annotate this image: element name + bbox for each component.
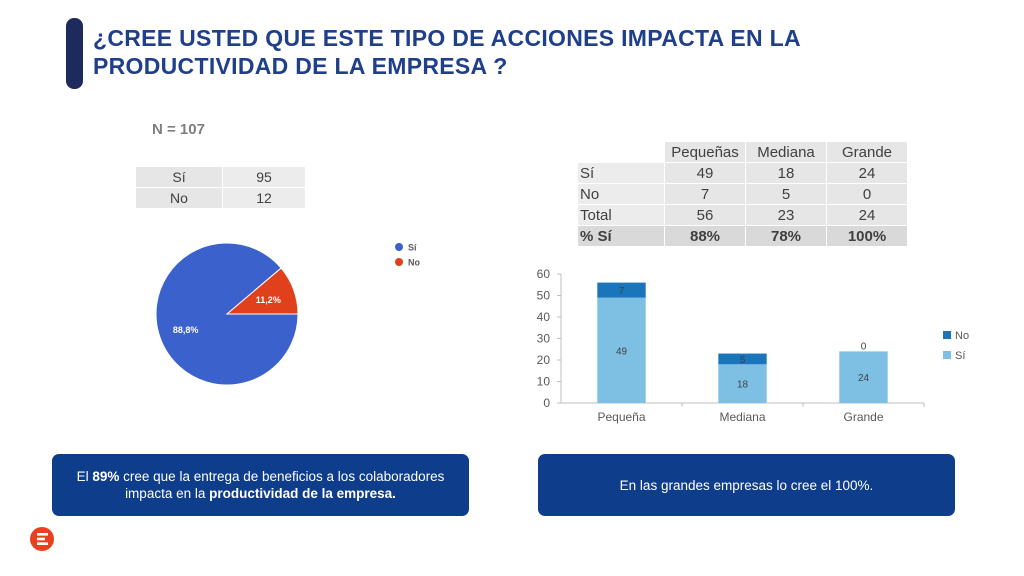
pie-data-label: 88,8% bbox=[173, 325, 199, 335]
table-cell: 95 bbox=[222, 167, 305, 188]
callout-right-text: En las grandes empresas lo cree el 100%. bbox=[619, 477, 874, 493]
table-cell: 56 bbox=[664, 204, 746, 226]
legend-marker bbox=[943, 331, 951, 339]
callout-highlight: productividad de la empresa. bbox=[209, 486, 396, 501]
table-header-cell: Pequeñas bbox=[664, 141, 746, 163]
y-tick-label: 0 bbox=[543, 396, 550, 410]
bar-no bbox=[718, 353, 767, 365]
callout-left-text: El 89% cree que la entrega de beneficios… bbox=[66, 468, 455, 502]
bar-si bbox=[597, 297, 646, 403]
table-cell: 88% bbox=[664, 225, 746, 247]
bar-data-label: 18 bbox=[737, 380, 749, 391]
table-cell: 7 bbox=[664, 183, 746, 205]
y-tick-label: 10 bbox=[537, 375, 551, 389]
bar-data-label: 5 bbox=[740, 355, 746, 366]
callout-left: El 89% cree que la entrega de beneficios… bbox=[52, 454, 469, 516]
table-row: No 7 5 0 bbox=[577, 183, 908, 205]
callout-right: En las grandes empresas lo cree el 100%. bbox=[538, 454, 955, 516]
pie-data-label: 11,2% bbox=[256, 295, 281, 305]
table-row: Sí 95 bbox=[136, 167, 305, 188]
y-tick-label: 30 bbox=[537, 332, 551, 346]
callout-text: cree que la entrega de beneficios a los … bbox=[119, 469, 445, 501]
legend-marker bbox=[395, 243, 403, 251]
x-tick-label: Pequeña bbox=[597, 410, 645, 424]
table-cell: Sí bbox=[577, 162, 665, 184]
table-cell: 5 bbox=[745, 183, 827, 205]
bar-si bbox=[839, 351, 888, 403]
callout-highlight: 89% bbox=[92, 469, 120, 484]
x-tick-label: Grande bbox=[843, 410, 883, 424]
page-title: ¿CREE USTED QUE ESTE TIPO DE ACCIONES IM… bbox=[93, 25, 801, 79]
table-cell: No bbox=[577, 183, 665, 205]
table-row: % Sí 88% 78% 100% bbox=[577, 225, 908, 247]
legend-label: No bbox=[408, 258, 420, 268]
bar-data-label: 7 bbox=[619, 286, 625, 297]
bar-si bbox=[718, 364, 767, 403]
table-cell: No bbox=[136, 187, 223, 209]
summary-table: Sí 95 No 12 bbox=[136, 167, 305, 209]
brand-logo-icon bbox=[30, 527, 54, 551]
table-cell: 100% bbox=[826, 225, 908, 247]
legend-marker bbox=[395, 258, 403, 266]
table-header-cell: Grande bbox=[826, 141, 908, 163]
table-cell: 24 bbox=[826, 162, 908, 184]
legend-label: Sí bbox=[955, 350, 965, 362]
y-tick-label: 40 bbox=[537, 310, 551, 324]
legend-label: No bbox=[955, 330, 969, 342]
table-cell: 23 bbox=[745, 204, 827, 226]
legend-label: Sí bbox=[408, 243, 417, 253]
y-tick-label: 60 bbox=[537, 267, 551, 281]
size-table: Pequeñas Mediana Grande Sí 49 18 24 No 7… bbox=[577, 141, 908, 247]
bar-no bbox=[597, 282, 646, 298]
table-header-cell bbox=[577, 141, 665, 163]
table-cell: 12 bbox=[222, 187, 305, 209]
table-row: No 12 bbox=[136, 187, 305, 209]
sample-size-label: N = 107 bbox=[152, 121, 205, 138]
pie-slice bbox=[225, 267, 299, 315]
bar-data-label: 49 bbox=[616, 346, 628, 357]
legend-marker bbox=[943, 351, 951, 359]
bar-data-label: 24 bbox=[858, 373, 870, 384]
table-cell: % Sí bbox=[577, 225, 665, 247]
y-tick-label: 20 bbox=[537, 353, 551, 367]
table-cell: Sí bbox=[136, 167, 223, 188]
x-tick-label: Mediana bbox=[719, 410, 765, 424]
table-cell: 78% bbox=[745, 225, 827, 247]
callout-text: El bbox=[76, 469, 93, 484]
title-accent-bar bbox=[66, 18, 83, 89]
bar-data-label: 0 bbox=[861, 341, 867, 352]
y-tick-label: 50 bbox=[537, 289, 551, 303]
